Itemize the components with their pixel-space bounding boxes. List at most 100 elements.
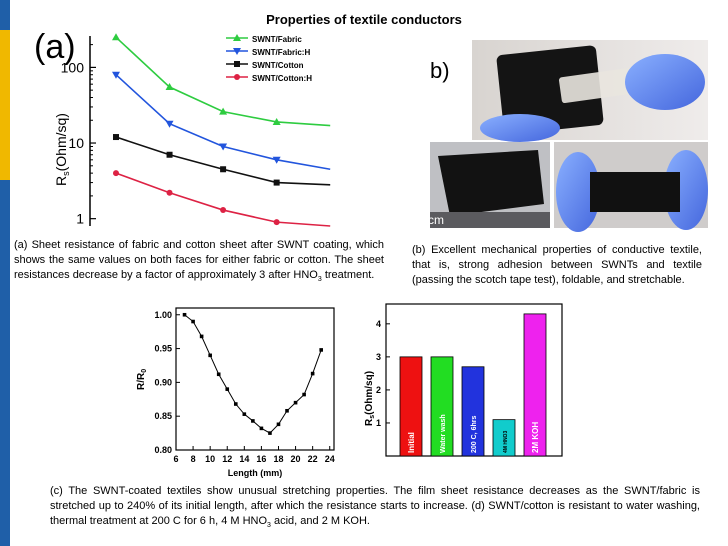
x-tick-label: 18 [273, 454, 283, 464]
caption-a-subscript: 3 [317, 276, 322, 284]
x-tick-label: 16 [256, 454, 266, 464]
data-point [251, 419, 255, 423]
data-point [273, 179, 280, 186]
y-axis-label: Rs(Ohm/sq) [364, 371, 376, 426]
panel-a-figure: (a) 1 10 100 Rs(Ohm/sq) SWNT/Fabric SWNT/Fab… [30, 26, 340, 232]
caption-b: (b) Excellent mechanical properties of c… [412, 244, 702, 286]
y-tick-label: 0.95 [154, 344, 172, 354]
x-axis-label: Length (mm) [228, 468, 283, 478]
data-point [112, 71, 120, 79]
caption-c-tail: acid, and 2 M KOH. [270, 515, 370, 527]
data-point [225, 387, 230, 391]
legend-marker [233, 48, 241, 55]
series-line [115, 172, 331, 227]
caption-c: (c) The SWNT-coated textiles show unusua… [50, 484, 700, 533]
x-tick-label: 6 [173, 454, 178, 464]
caption-a-text: (a) Sheet resistance of fabric and cotto… [14, 239, 384, 281]
data-point [220, 166, 227, 173]
y-tick-label: 1.00 [154, 310, 172, 320]
y-tick-label: 0.90 [154, 377, 172, 387]
treatment-resistance-chart: 1 2 3 4 Rs(Ohm/sq) Initial Water wash 200 C, 6… [364, 303, 563, 457]
data-point [199, 334, 204, 339]
legend-label: SWNT/Fabric:H [252, 48, 310, 57]
photo-tape-test [472, 40, 708, 142]
data-point [208, 353, 212, 358]
bar [523, 313, 547, 457]
slide-title: Properties of textile conductors [266, 12, 462, 27]
y-tick-label: 3 [376, 352, 381, 362]
y-axis-label: Rs(Ohm/sq) [53, 113, 71, 186]
data-point [166, 189, 173, 196]
caption-a-tail: treatment. [321, 269, 375, 281]
data-point [293, 400, 298, 405]
bar-label: 4M HNO3 [503, 431, 509, 453]
y-tick-label: 1 [376, 418, 381, 428]
legend-label: SWNT/Cotton [252, 61, 304, 70]
y-tick-label: 100 [61, 59, 85, 75]
data-point [191, 319, 195, 324]
data-point [220, 207, 227, 214]
y-tick-label: 4 [376, 319, 381, 329]
data-point [310, 371, 315, 376]
data-point [273, 219, 280, 226]
y-tick-label: 0.80 [154, 445, 172, 455]
data-point [259, 426, 264, 431]
data-point [302, 392, 306, 397]
legend-marker [234, 74, 240, 80]
panel-a-label: (a) [34, 28, 76, 66]
y-tick-label: 10 [68, 135, 84, 151]
stretch-resistance-chart: 6 8 10 12 14 16 18 20 22 24 0.80 0.85 0.90 0.95 1.00 Le… [136, 307, 335, 478]
bar-label: 200 C, 6hrs [471, 416, 478, 453]
photo-stretched [554, 142, 708, 232]
series-line [115, 74, 331, 171]
data-point [268, 431, 272, 435]
caption-c-subscript: 3 [267, 522, 271, 530]
bar [399, 356, 423, 457]
data-point [165, 120, 174, 128]
legend-marker [234, 61, 240, 67]
data-point [276, 422, 281, 427]
slide-side-accent [0, 30, 10, 180]
data-point [113, 170, 119, 177]
legend-label: SWNT/Fabric [252, 35, 302, 44]
x-tick-label: 24 [325, 454, 335, 464]
data-point [285, 408, 289, 413]
bar-label: Initial [407, 432, 416, 453]
caption-c-text: (c) The SWNT-coated textiles show unusua… [50, 485, 700, 527]
plot-frame [175, 307, 335, 451]
x-tick-label: 14 [239, 454, 249, 464]
slide-side-bar [0, 0, 10, 546]
x-tick-label: 20 [291, 454, 301, 464]
y-axis-label: R/R0 [136, 369, 148, 390]
textile-photos: b) cm [428, 40, 708, 232]
data-point [166, 151, 173, 158]
data-point [272, 117, 281, 125]
x-tick-label: 12 [222, 454, 232, 464]
bar [492, 419, 516, 457]
sheet-resistance-chart: (a) 1 10 100 Rs(Ohm/sq) SWNT/Fabric SWNT/Fab… [34, 28, 331, 227]
y-tick-label: 0.85 [154, 411, 172, 421]
y-tick-label: 2 [376, 385, 381, 395]
bar [461, 366, 485, 457]
panel-b-label: b) [430, 58, 450, 83]
series-line [184, 314, 322, 434]
data-point [216, 372, 221, 377]
data-point [319, 348, 323, 352]
data-point [165, 83, 174, 91]
photo-folded [430, 142, 550, 228]
data-point [233, 402, 238, 406]
panel-b-figure: b) cm [410, 32, 710, 238]
x-tick-label: 22 [308, 454, 318, 464]
data-point [113, 134, 119, 141]
legend-marker [233, 34, 241, 41]
bar [430, 356, 454, 457]
data-point [219, 107, 228, 115]
data-point [272, 156, 281, 164]
bar-label: Water wash [440, 414, 447, 453]
data-point [219, 143, 228, 151]
x-tick-label: 10 [205, 454, 215, 464]
legend-label: SWNT/Cotton:H [252, 74, 312, 83]
bar-label: 2M KOH [531, 422, 540, 453]
scale-bar-label: cm [428, 213, 444, 227]
data-point [242, 412, 247, 416]
